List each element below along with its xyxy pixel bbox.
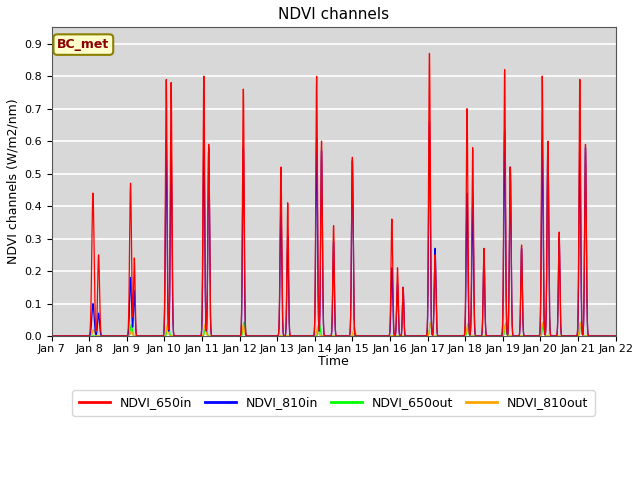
Legend: NDVI_650in, NDVI_810in, NDVI_650out, NDVI_810out: NDVI_650in, NDVI_810in, NDVI_650out, NDV… bbox=[72, 390, 595, 416]
Y-axis label: NDVI channels (W/m2/nm): NDVI channels (W/m2/nm) bbox=[7, 99, 20, 264]
X-axis label: Time: Time bbox=[318, 355, 349, 368]
Title: NDVI channels: NDVI channels bbox=[278, 7, 389, 22]
Text: BC_met: BC_met bbox=[57, 38, 109, 51]
